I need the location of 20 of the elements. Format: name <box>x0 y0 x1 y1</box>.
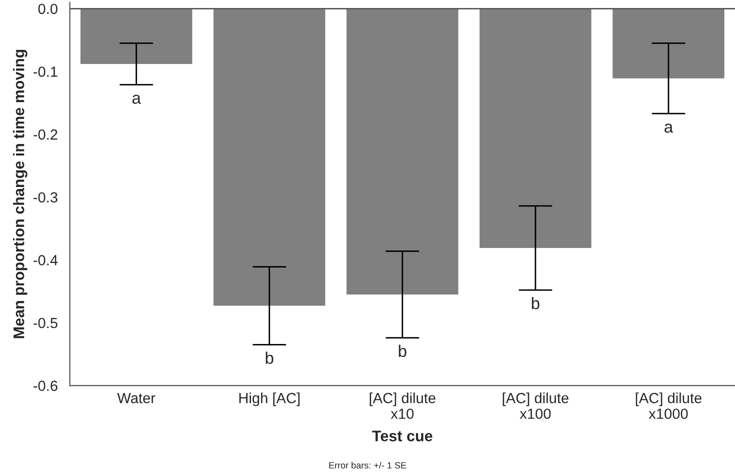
annotation: a <box>664 124 674 133</box>
x-axis-title: Test cue <box>372 430 432 442</box>
x-tick-label: High [AC] <box>239 392 300 406</box>
annotation: a <box>132 94 141 104</box>
x-tick-label: Water <box>117 393 156 404</box>
y-tick-label: 0.0 <box>38 4 58 14</box>
x-tick-label: [AC] dilute x1000 <box>636 392 702 419</box>
y-tick-label: -0.5 <box>34 318 58 328</box>
annotation: b <box>266 352 274 364</box>
y-tick-label: -0.6 <box>34 380 58 391</box>
text: Error bars: +/- 1 SE <box>329 462 406 469</box>
y-tick-label: -0.3 <box>34 192 58 203</box>
y-tick-label: -0.2 <box>34 129 58 140</box>
x-tick-label: [AC] dilute x100 <box>502 392 568 419</box>
y-axis-title: Mean proportion change in time moving <box>13 50 28 338</box>
annotation: b <box>532 297 540 310</box>
annotation: b <box>398 344 406 358</box>
y-tick-label: -0.4 <box>34 255 58 266</box>
x-tick-label: [AC] dilute x10 <box>370 392 436 419</box>
y-tick-label: -0.1 <box>34 66 58 77</box>
